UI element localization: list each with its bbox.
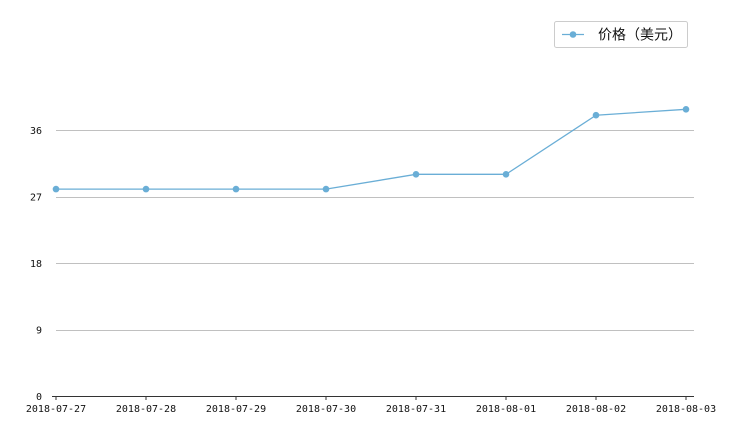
data-point: [412, 171, 420, 178]
legend: 价格（美元）: [554, 21, 688, 48]
y-tick-label: 27: [30, 193, 42, 204]
data-point: [502, 171, 510, 178]
data-point: [52, 185, 60, 193]
x-tick-label: 2018-07-27: [26, 404, 86, 415]
series-layer: [52, 106, 690, 193]
series-line: [56, 108, 687, 190]
legend-label: 价格（美元）: [598, 28, 682, 44]
x-tick-label: 2018-08-02: [566, 404, 626, 415]
y-tick-label: 18: [30, 259, 42, 270]
gridlines: [56, 130, 694, 331]
x-tick-label: 2018-07-30: [296, 404, 356, 415]
x-tick-label: 2018-08-03: [656, 404, 716, 415]
y-tick-label: 36: [30, 126, 42, 137]
data-point: [232, 185, 240, 193]
x-tick-label: 2018-08-01: [476, 404, 536, 415]
y-axis: 0 9 18 27 36: [30, 126, 42, 403]
x-tick-label: 2018-07-31: [386, 404, 446, 415]
data-point: [142, 185, 150, 193]
x-tick-label: 2018-07-28: [116, 404, 176, 415]
y-tick-label: 0: [36, 392, 42, 403]
legend-box: [554, 21, 688, 48]
y-tick-label: 9: [36, 326, 42, 337]
x-tick-label: 2018-07-29: [206, 404, 266, 415]
legend-swatch-marker: [569, 31, 577, 38]
data-point: [592, 111, 600, 119]
x-axis: [52, 396, 694, 400]
data-point: [322, 185, 330, 193]
data-point: [682, 106, 690, 113]
x-axis-labels: 2018-07-27 2018-07-28 2018-07-29 2018-07-30…: [26, 404, 716, 415]
